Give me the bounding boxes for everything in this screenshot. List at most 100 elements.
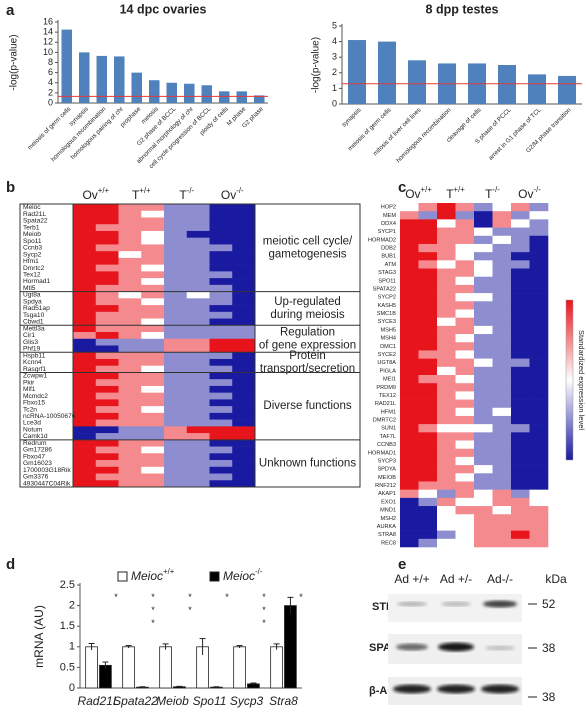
- colorbar: [565, 299, 574, 461]
- gene-label: 4930447C04Rik: [23, 480, 71, 487]
- heatmap-cell: [209, 392, 233, 400]
- y-tick-label: 1: [69, 641, 75, 653]
- superscript: -/-: [533, 185, 541, 194]
- heatmap-cell: [437, 366, 456, 376]
- heatmap-cell: [209, 224, 233, 232]
- heatmap-cell: [492, 456, 512, 466]
- heatmap-cell: [529, 358, 549, 368]
- heatmap-cell: [400, 522, 419, 531]
- heatmap-cell: [164, 433, 188, 441]
- heatmap-cell: [141, 291, 165, 299]
- heatmap-cell: [95, 419, 119, 427]
- heatmap-cell: [474, 432, 493, 441]
- heatmap-cell: [511, 440, 530, 450]
- heatmap-cell: [437, 448, 456, 458]
- heatmap-cell: [95, 352, 119, 360]
- heatmap-cell: [95, 460, 119, 468]
- band: [441, 601, 471, 607]
- gene-label: Mlf1: [23, 386, 36, 393]
- heatmap-cell: [400, 465, 419, 474]
- heatmap-cell: [400, 424, 419, 433]
- heatmap-cell: [209, 305, 233, 313]
- gene-label: CCNB3: [377, 442, 396, 448]
- heatmap-cell: [232, 419, 256, 427]
- superscript: +/+: [421, 185, 433, 194]
- bar: [99, 664, 112, 689]
- heatmap-cell: [492, 383, 512, 392]
- heatmap-cell: [492, 448, 512, 458]
- heatmap-cell: [437, 243, 456, 253]
- heatmap-cell: [511, 415, 530, 425]
- heatmap-cell: [400, 473, 419, 482]
- label-name: T: [179, 188, 187, 202]
- heatmap-cell: [141, 406, 165, 414]
- heatmap-cell: [186, 365, 210, 373]
- heatmap-cell: [492, 317, 512, 327]
- heatmap-cell: [529, 243, 549, 253]
- y-tick-label: 5: [332, 20, 337, 30]
- heatmap-cell: [95, 332, 119, 340]
- gene-label: DDX4: [381, 221, 396, 227]
- heatmap-cell: [164, 224, 188, 232]
- heatmap-cell: [455, 219, 475, 228]
- heatmap-cell: [118, 305, 142, 313]
- heatmap-cell: [529, 506, 549, 515]
- heatmap-cell: [474, 481, 493, 490]
- y-tick-label: 2.5: [60, 579, 75, 591]
- heatmap-cell: [437, 293, 456, 302]
- heatmap-cell: [164, 278, 188, 286]
- heatmap-cell: [437, 415, 456, 425]
- heatmap-cell: [118, 204, 142, 212]
- heatmap-cell: [529, 284, 549, 294]
- gene-label: Lce3d: [23, 420, 41, 427]
- heatmap-cell: [511, 301, 530, 310]
- heatmap-cell: [511, 407, 530, 417]
- heatmap-cell: [95, 433, 119, 441]
- heatmap-cell: [400, 203, 419, 212]
- bar: [233, 646, 246, 689]
- heatmap-cell: [232, 446, 256, 454]
- gene-label: Rad51ap: [23, 305, 50, 312]
- heatmap-cell: [232, 298, 256, 306]
- x-tick-label: Meiob: [156, 694, 189, 708]
- heatmap-cell: [418, 260, 438, 269]
- heatmap-cell: [73, 284, 97, 292]
- heatmap-cell: [400, 399, 419, 409]
- heatmap-cell: [492, 203, 512, 212]
- heatmap-cell: [511, 260, 530, 269]
- heatmap-cell: [455, 284, 475, 294]
- superscript: +/+: [163, 567, 175, 576]
- heatmap-cell: [492, 399, 512, 409]
- heatmap-cell: [455, 383, 475, 392]
- group-label-line: Diverse functions: [263, 400, 351, 412]
- heatmap-cell: [455, 424, 475, 433]
- heatmap-cell: [118, 325, 142, 333]
- heatmap-cell: [209, 433, 233, 441]
- heatmap-cell: [118, 298, 142, 306]
- gene-label: SMC1B: [377, 311, 397, 317]
- y-tick-label: 1.5: [60, 620, 75, 632]
- bar: [131, 72, 142, 103]
- heatmap-cell: [418, 440, 438, 450]
- group-label: Up-regulated during meiosis: [270, 296, 344, 321]
- heatmap-cell: [511, 383, 530, 392]
- gene-label: Ugt8a: [23, 292, 41, 299]
- heatmap-cell: [164, 284, 188, 292]
- heatmap-cell: [455, 481, 475, 490]
- heatmap-cell: [164, 399, 188, 407]
- gene-label: Spo11: [23, 238, 42, 245]
- heatmap-cell: [492, 424, 512, 433]
- heatmap-cell: [400, 276, 419, 286]
- legend-swatch: [117, 571, 128, 582]
- heatmap-cell: [455, 301, 475, 310]
- heatmap-cell: [164, 338, 188, 346]
- label-name: Meioc: [131, 569, 163, 583]
- heatmap-cell: [511, 514, 530, 523]
- heatmap-cell: [511, 366, 530, 376]
- heatmap-cell: [118, 460, 142, 468]
- heatmap-cell: [437, 375, 456, 384]
- heatmap-cell: [418, 293, 438, 302]
- heatmap-cell: [511, 456, 530, 466]
- group-label: Unknown functions: [259, 457, 356, 469]
- heatmap-cell: [73, 399, 97, 407]
